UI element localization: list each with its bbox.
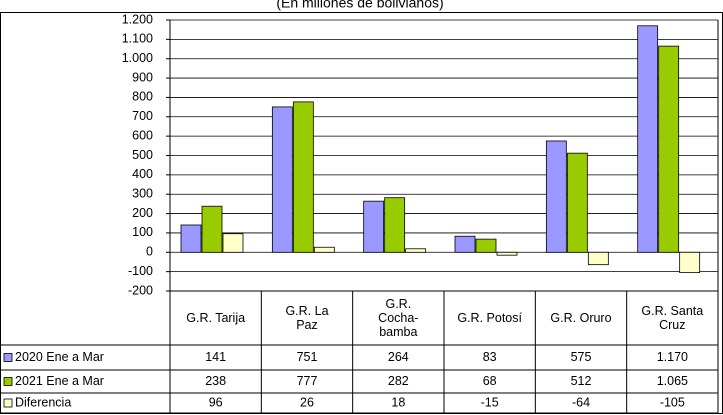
data-label: -105 — [660, 395, 685, 409]
bar — [679, 251, 701, 274]
legend-label: Diferencia — [15, 395, 71, 409]
chart-subtitle: (En millones de bolivianos) — [276, 0, 443, 11]
data-label: 68 — [483, 374, 497, 388]
bar — [658, 45, 680, 253]
bar — [405, 248, 427, 253]
bar — [313, 246, 335, 253]
y-tick-label: 500 — [132, 148, 153, 162]
data-label: -15 — [481, 395, 499, 409]
data-label: 141 — [205, 350, 226, 364]
bar — [475, 238, 497, 253]
bar — [545, 140, 567, 253]
bar — [384, 197, 406, 253]
data-label: 83 — [483, 350, 497, 364]
data-label: 1.170 — [657, 350, 688, 364]
category-label: G.R. Potosí — [457, 311, 522, 325]
data-label: 96 — [209, 395, 223, 409]
y-tick-label: 400 — [132, 167, 153, 181]
y-tick-label: -100 — [128, 264, 153, 278]
legend-swatch — [3, 353, 13, 362]
bar — [454, 235, 476, 253]
bar — [222, 233, 244, 253]
category-label: G.R. Oruro — [550, 311, 612, 325]
y-tick-label: 700 — [132, 109, 153, 123]
y-tick-label: 100 — [132, 225, 153, 239]
data-label: -64 — [572, 395, 590, 409]
data-label: 238 — [205, 374, 226, 388]
y-tick-label: 1.100 — [122, 32, 153, 46]
data-label: 1.065 — [657, 374, 688, 388]
legend-swatch — [3, 377, 13, 386]
legend-label: 2020 Ene a Mar — [15, 350, 104, 364]
bar — [180, 224, 202, 253]
bar — [292, 101, 314, 253]
bar — [637, 25, 659, 253]
data-label: 264 — [388, 350, 409, 364]
data-label: 282 — [388, 374, 409, 388]
legend-label: 2021 Ene a Mar — [15, 374, 104, 388]
y-tick-label: 900 — [132, 70, 153, 84]
data-label: 751 — [297, 350, 318, 364]
y-tick-label: 1.200 — [122, 12, 153, 26]
data-label: 777 — [297, 374, 318, 388]
y-tick-label: -200 — [128, 283, 153, 297]
frame — [0, 12, 723, 414]
data-label: 512 — [571, 374, 592, 388]
data-label: 575 — [571, 350, 592, 364]
category-label: G.R. Cocha-bamba — [378, 297, 419, 339]
bar — [201, 205, 223, 253]
legend-swatch — [3, 398, 13, 408]
bar — [587, 251, 609, 266]
y-tick-label: 0 — [146, 245, 153, 259]
data-label: 18 — [391, 395, 405, 409]
bar — [496, 251, 518, 256]
category-label: G.R. La Paz — [285, 304, 329, 332]
bar — [271, 106, 293, 253]
y-tick-label: 1.000 — [122, 51, 153, 65]
bar — [566, 152, 588, 253]
y-tick-label: 800 — [132, 90, 153, 104]
data-label: 26 — [300, 395, 314, 409]
category-label: G.R. Tarija — [186, 311, 246, 325]
category-label: G.R. Santa Cruz — [641, 304, 704, 332]
y-tick-label: 200 — [132, 206, 153, 220]
bar — [363, 200, 385, 253]
y-tick-label: 600 — [132, 128, 153, 142]
y-tick-label: 300 — [132, 187, 153, 201]
